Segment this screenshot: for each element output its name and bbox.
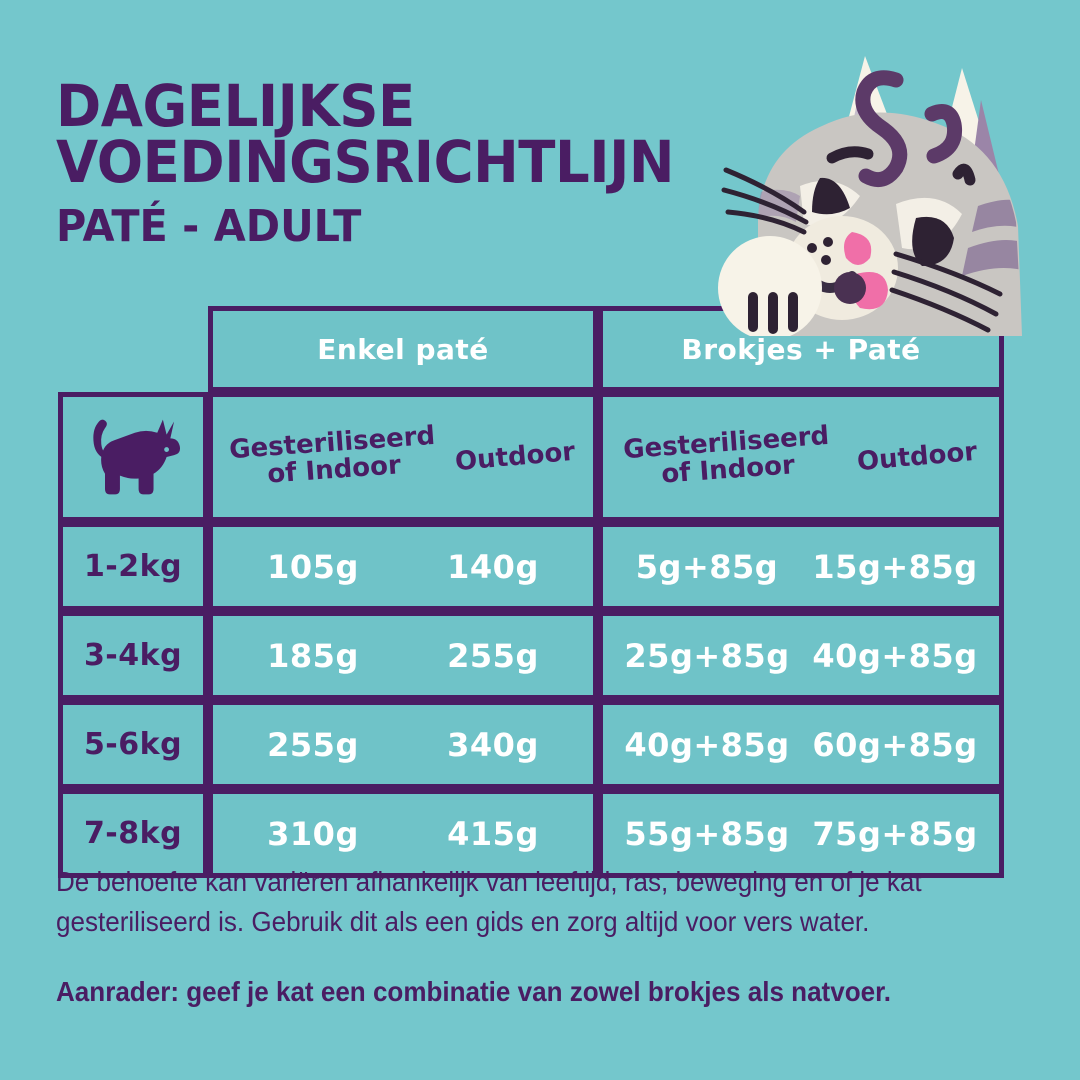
- disclaimer-text: De behoefte kan variëren afhankelijk van…: [56, 866, 922, 937]
- sub-header-pate-group: Gesteriliseerd of Indoor Outdoor: [208, 392, 598, 522]
- value-pate-sterilised: 255g: [267, 725, 359, 764]
- title-line-1: DAGELIJKSE: [56, 72, 415, 140]
- group-header-enkel-pate: Enkel paté: [208, 306, 598, 392]
- sub-header-mix-sterilised: Gesteriliseerd of Indoor: [623, 421, 832, 490]
- cat-eye-patch-left: [800, 180, 860, 226]
- row-weight-label: 7-8kg: [58, 789, 208, 878]
- table-group-header-row: Enkel paté Brokjes + Paté: [58, 306, 1004, 392]
- cat-tabby-stripes: [758, 189, 1022, 276]
- value-pate-sterilised: 105g: [267, 547, 359, 586]
- value-pate-outdoor: 140g: [447, 547, 539, 586]
- cat-eye-patch-right: [896, 197, 962, 250]
- cat-icon-cell: [58, 392, 208, 522]
- cat-ear-left: [828, 56, 906, 196]
- cat-muzzle: [786, 216, 898, 320]
- cat-nose-icon: [844, 232, 872, 265]
- row-pate-values: 255g 340g: [208, 700, 598, 789]
- table-row: 3-4kg 185g 255g 25g+85g 40g+85g: [58, 611, 1004, 700]
- value-mix-sterilised: 25g+85g: [624, 636, 790, 675]
- value-pate-outdoor: 415g: [447, 814, 539, 853]
- cat-silhouette-icon: [93, 419, 181, 495]
- row-pate-values: 105g 140g: [208, 522, 598, 611]
- feeding-table: Enkel paté Brokjes + Paté: [58, 306, 1004, 878]
- row-mix-values: 40g+85g 60g+85g: [598, 700, 1004, 789]
- cat-brow-right: [952, 163, 976, 186]
- page-subtitle: PATÉ - ADULT: [56, 200, 362, 252]
- value-mix-sterilised: 40g+85g: [624, 725, 790, 764]
- footer-notes: De behoefte kan variëren afhankelijk van…: [56, 862, 1016, 1011]
- row-mix-values: 5g+85g 15g+85g: [598, 522, 1004, 611]
- value-mix-outdoor: 40g+85g: [812, 636, 978, 675]
- table-row: 1-2kg 105g 140g 5g+85g 15g+85g: [58, 522, 1004, 611]
- row-pate-values: 310g 415g: [208, 789, 598, 878]
- value-pate-sterilised: 185g: [267, 636, 359, 675]
- title-line-2: VOEDINGSRICHTLIJN: [56, 128, 675, 197]
- cat-mouth: [803, 271, 857, 293]
- cat-head: [758, 112, 1022, 336]
- table-row: 5-6kg 255g 340g 40g+85g 60g+85g: [58, 700, 1004, 789]
- value-pate-outdoor: 340g: [447, 725, 539, 764]
- cat-eye-right: [912, 216, 954, 266]
- row-mix-values: 55g+85g 75g+85g: [598, 789, 1004, 878]
- sub-header-mix-outdoor: Outdoor: [856, 436, 979, 477]
- cat-ear-right: [932, 68, 1010, 220]
- cat-brow-left: [826, 146, 874, 164]
- value-pate-sterilised: 310g: [267, 814, 359, 853]
- value-mix-outdoor: 15g+85g: [812, 547, 978, 586]
- table-sub-header-row: Gesteriliseerd of Indoor Outdoor Gesteri…: [58, 392, 1004, 522]
- cat-eye-left: [812, 177, 850, 215]
- group-header-brokjes-pate: Brokjes + Paté: [598, 306, 1004, 392]
- row-weight-label: 5-6kg: [58, 700, 208, 789]
- value-mix-sterilised: 5g+85g: [635, 547, 779, 586]
- cat-illustration: [700, 36, 1080, 340]
- value-pate-outdoor: 255g: [447, 636, 539, 675]
- row-weight-label: 1-2kg: [58, 522, 208, 611]
- cat-tongue: [851, 272, 888, 310]
- table-row: 7-8kg 310g 415g 55g+85g 75g+85g: [58, 789, 1004, 878]
- row-mix-values: 25g+85g 40g+85g: [598, 611, 1004, 700]
- row-weight-label: 3-4kg: [58, 611, 208, 700]
- value-mix-outdoor: 60g+85g: [812, 725, 978, 764]
- sub-header-mix-group: Gesteriliseerd of Indoor Outdoor: [598, 392, 1004, 522]
- sub-header-pate-sterilised: Gesteriliseerd of Indoor: [229, 421, 438, 490]
- sub-header-pate-outdoor: Outdoor: [454, 436, 577, 477]
- brand-ampersand-icon: [855, 70, 963, 188]
- page-title: DAGELIJKSE VOEDINGSRICHTLIJN PATÉ - ADUL…: [56, 72, 756, 252]
- value-mix-sterilised: 55g+85g: [624, 814, 790, 853]
- recommendation-text: Aanrader: geef je kat een combinatie van…: [56, 975, 892, 1007]
- row-pate-values: 185g 255g: [208, 611, 598, 700]
- corner-spacer: [58, 306, 208, 392]
- value-mix-outdoor: 75g+85g: [812, 814, 978, 853]
